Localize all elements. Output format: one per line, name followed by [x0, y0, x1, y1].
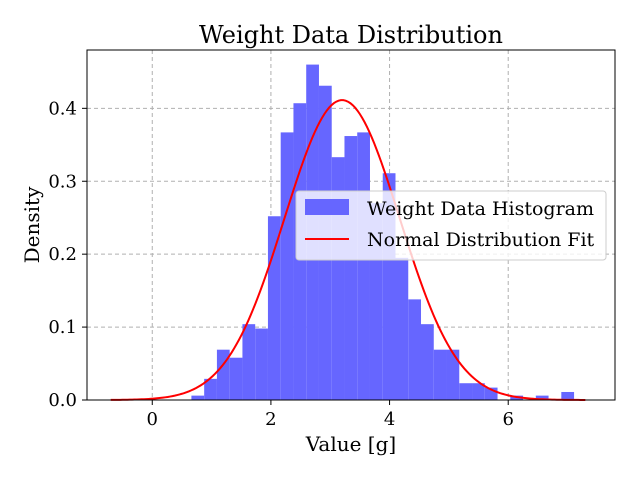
histogram-bar [433, 349, 447, 400]
histogram-bar [229, 357, 243, 400]
axis-ticks: 0 2 4 6 0.0 0.1 0.2 0.3 0.4 [48, 98, 514, 430]
x-tick-label: 2 [265, 409, 276, 430]
y-tick-label: 0.0 [48, 390, 77, 411]
y-axis-label: Density [20, 186, 44, 263]
histogram-bar [204, 378, 217, 400]
chart-title: Weight Data Distribution [199, 21, 503, 49]
y-tick-label: 0.3 [48, 171, 77, 192]
normal-fit-line [110, 99, 586, 401]
x-tick-label: 4 [384, 409, 395, 430]
histogram-bar [459, 383, 473, 400]
x-tick-label: 6 [502, 409, 513, 430]
histogram-bar [395, 257, 409, 400]
fit-curve [110, 99, 586, 401]
legend-box [295, 190, 607, 261]
y-tick-label: 0.2 [48, 244, 77, 265]
x-axis-label: Value [g] [305, 432, 396, 456]
histogram-bar [267, 216, 281, 400]
plot-frame [86, 49, 616, 401]
histogram-bar [472, 383, 485, 400]
legend-histogram-label: Weight Data Histogram [367, 198, 594, 220]
y-tick-label: 0.1 [48, 317, 77, 338]
histogram-bar [242, 324, 256, 400]
histogram-bar [357, 132, 370, 401]
histogram-bar [535, 395, 549, 400]
histogram-bar [408, 299, 422, 400]
histogram-bar [561, 391, 575, 400]
legend-fit-label: Normal Distribution Fit [367, 229, 595, 251]
y-tick-label: 0.4 [48, 98, 77, 119]
legend: Weight Data Histogram Normal Distributio… [295, 190, 607, 261]
histogram-bar [344, 136, 358, 400]
legend-histogram-swatch [305, 199, 349, 215]
histogram-bar [280, 132, 294, 401]
histogram-bar [216, 349, 230, 400]
histogram-bar [446, 349, 460, 400]
histogram-bar [255, 328, 268, 400]
histogram-bar [191, 395, 205, 400]
x-tick-label: 0 [147, 409, 158, 430]
histogram-bar [421, 324, 434, 400]
